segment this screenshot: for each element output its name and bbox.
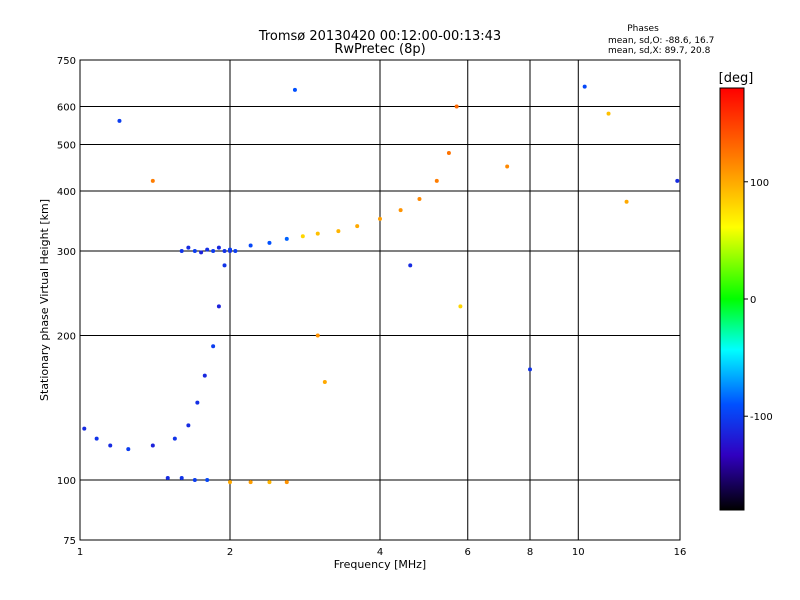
x-tick-label: 16 <box>674 547 687 558</box>
data-point <box>336 229 341 234</box>
data-point <box>179 475 184 480</box>
x-tick-label: 8 <box>527 547 533 558</box>
data-point <box>434 178 439 183</box>
data-point <box>624 199 629 204</box>
data-point <box>186 245 191 250</box>
data-point <box>228 480 232 485</box>
colorbar <box>719 87 745 511</box>
data-point <box>398 208 403 213</box>
data-point <box>284 236 289 241</box>
data-point <box>172 436 177 441</box>
data-point <box>322 380 327 385</box>
y-tick-label: 750 <box>57 56 76 67</box>
data-point <box>216 245 221 250</box>
data-point <box>606 111 611 116</box>
x-tick-label: 10 <box>572 547 585 558</box>
colorbar-tick-label: 0 <box>750 295 756 306</box>
data-point <box>267 240 272 245</box>
data-point <box>82 426 87 431</box>
data-point <box>179 249 184 254</box>
data-point <box>315 231 320 236</box>
y-tick-label: 500 <box>57 141 76 152</box>
y-tick-label: 600 <box>57 103 76 114</box>
colorbar-tick-label: 100 <box>750 178 769 189</box>
data-point <box>205 247 210 252</box>
data-point <box>284 480 289 485</box>
x-tick-label: 6 <box>465 547 471 558</box>
x-axis-label: Frequency [MHz] <box>334 558 426 571</box>
data-point <box>150 178 155 183</box>
data-point <box>315 333 320 338</box>
data-point <box>267 480 272 485</box>
data-point <box>192 478 197 483</box>
data-point <box>248 480 253 485</box>
data-point <box>150 443 155 448</box>
data-point <box>192 249 197 254</box>
y-tick-label: 300 <box>57 247 76 258</box>
data-point <box>117 118 122 123</box>
data-point <box>228 247 232 252</box>
data-point <box>94 436 99 441</box>
data-point <box>216 304 221 309</box>
y-tick-label: 75 <box>63 536 76 547</box>
x-tick-label: 2 <box>227 547 233 558</box>
data-point <box>505 164 510 169</box>
y-tick-label: 400 <box>57 187 76 198</box>
data-point <box>205 478 210 483</box>
chart-title: Tromsø 20130420 00:12:00-00:13:43 <box>258 29 501 44</box>
chart-subtitle: RwPretec (8p) <box>334 42 425 57</box>
data-point <box>355 224 360 229</box>
phases-title: Phases <box>627 24 659 34</box>
data-point <box>202 373 207 378</box>
data-point <box>300 234 305 239</box>
data-point <box>108 443 113 448</box>
data-point <box>126 447 131 452</box>
data-point <box>233 249 238 254</box>
x-axis: 1 2 4 6 8 10 16 <box>77 547 687 558</box>
data-point <box>582 84 587 89</box>
data-point <box>408 263 413 268</box>
data-points <box>82 84 680 485</box>
y-tick-label: 200 <box>57 332 76 343</box>
data-point <box>165 475 170 480</box>
colorbar-ticks: 100 0 -100 <box>744 178 773 423</box>
phases-line-o: mean, sd,O: -88.6, 16.7 <box>608 36 714 46</box>
data-point <box>222 263 227 268</box>
data-point <box>211 249 216 254</box>
grid-lines <box>80 60 680 540</box>
y-axis-label: Stationary phase Virtual Height [km] <box>38 199 51 401</box>
data-point <box>186 423 191 428</box>
data-point <box>458 304 463 309</box>
data-point <box>292 87 297 92</box>
data-point <box>199 250 204 255</box>
x-tick-label: 4 <box>377 547 383 558</box>
data-point <box>248 243 253 248</box>
data-point <box>675 178 680 183</box>
y-tick-label: 100 <box>57 476 76 487</box>
x-tick-label: 1 <box>77 547 83 558</box>
phases-line-x: mean, sd,X: 89.7, 20.8 <box>608 46 711 56</box>
data-point <box>528 367 532 372</box>
plot-frame <box>79 59 681 541</box>
data-point <box>378 216 382 221</box>
colorbar-tick-label: -100 <box>750 412 773 423</box>
data-point <box>454 104 459 109</box>
data-point <box>417 197 422 202</box>
data-point <box>211 344 216 349</box>
y-axis: 75 100 200 300 400 500 600 750 <box>57 56 76 547</box>
colorbar-label: [deg] <box>719 71 754 86</box>
data-point <box>222 249 227 254</box>
data-point <box>195 400 200 405</box>
data-point <box>446 151 451 156</box>
